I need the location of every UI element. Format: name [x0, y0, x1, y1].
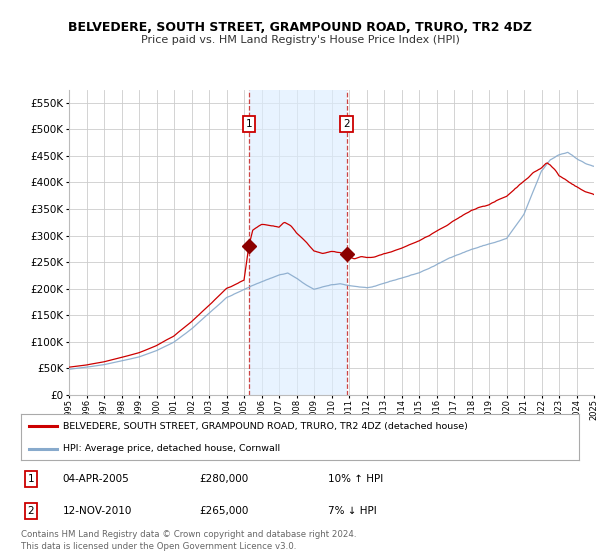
Text: This data is licensed under the Open Government Licence v3.0.: This data is licensed under the Open Gov… [21, 542, 296, 550]
Text: HPI: Average price, detached house, Cornwall: HPI: Average price, detached house, Corn… [63, 444, 280, 453]
Text: Price paid vs. HM Land Registry's House Price Index (HPI): Price paid vs. HM Land Registry's House … [140, 35, 460, 45]
Text: Contains HM Land Registry data © Crown copyright and database right 2024.: Contains HM Land Registry data © Crown c… [21, 530, 356, 539]
Text: 10% ↑ HPI: 10% ↑ HPI [328, 474, 383, 484]
Text: 2: 2 [28, 506, 34, 516]
Bar [249, 90, 347, 395]
Text: 04-APR-2005: 04-APR-2005 [63, 474, 130, 484]
Text: BELVEDERE, SOUTH STREET, GRAMPOUND ROAD, TRURO, TR2 4DZ: BELVEDERE, SOUTH STREET, GRAMPOUND ROAD,… [68, 21, 532, 34]
Text: £265,000: £265,000 [200, 506, 249, 516]
Text: £280,000: £280,000 [200, 474, 249, 484]
Text: 1: 1 [28, 474, 34, 484]
Text: 2: 2 [343, 119, 350, 129]
Text: 12-NOV-2010: 12-NOV-2010 [63, 506, 132, 516]
Text: 7% ↓ HPI: 7% ↓ HPI [328, 506, 377, 516]
Text: BELVEDERE, SOUTH STREET, GRAMPOUND ROAD, TRURO, TR2 4DZ (detached house): BELVEDERE, SOUTH STREET, GRAMPOUND ROAD,… [63, 422, 468, 431]
Text: 1: 1 [245, 119, 252, 129]
